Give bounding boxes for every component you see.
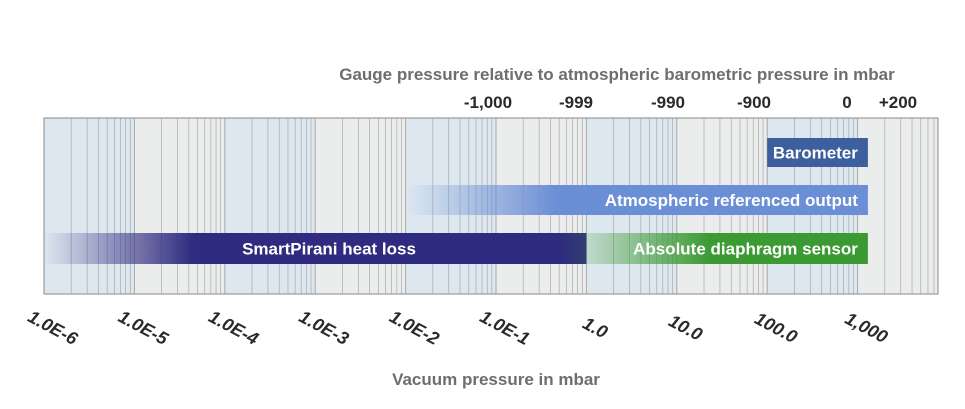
barometer-label: Barometer	[773, 144, 858, 163]
decade-band	[134, 118, 225, 294]
absolute-diaphragm-sensor-label: Absolute diaphragm sensor	[633, 240, 858, 259]
top-tick-label: -990	[651, 93, 685, 112]
plot-frame	[43, 117, 939, 295]
smartpirani-heat-loss-label: SmartPirani heat loss	[242, 240, 416, 259]
decade-band	[44, 118, 135, 294]
decade-band	[224, 118, 316, 294]
barometer-bar	[767, 138, 868, 167]
bottom-axis-ticks: 1.0E-6 1.0E-5 1.0E-4 1.0E-3 1.0E-2 1.0E-1 1.0 1…	[25, 306, 891, 349]
bottom-tick-label: 1.0E-3	[296, 306, 352, 349]
top-tick-label: 0	[842, 93, 851, 112]
bottom-tick-label: 1,000	[842, 308, 891, 347]
top-tick-label: -999	[559, 93, 593, 112]
bottom-tick-label: 1.0E-4	[206, 306, 262, 349]
atmospheric-referenced-output-bar	[405, 185, 868, 215]
bottom-tick-label: 10.0	[665, 311, 705, 345]
bottom-tick-label: 1.0E-2	[386, 306, 442, 349]
bottom-axis-title: Vacuum pressure in mbar	[392, 370, 600, 389]
decade-band	[315, 118, 406, 294]
top-tick-label: -900	[737, 93, 771, 112]
bottom-tick-label: 1.0	[579, 313, 610, 342]
bottom-tick-label: 1.0E-1	[477, 306, 533, 349]
smartpirani-heat-loss-bar	[44, 233, 587, 264]
top-axis-title: Gauge pressure relative to atmospheric b…	[339, 65, 895, 84]
top-axis-ticks: -1,000 -999 -990 -900 0 +200	[464, 93, 917, 112]
bottom-tick-label: 1.0E-5	[115, 306, 172, 349]
range-bars: Barometer Atmospheric referenced output Sm…	[44, 138, 868, 264]
top-tick-label: +200	[879, 93, 917, 112]
atmospheric-referenced-output-label: Atmospheric referenced output	[605, 191, 858, 210]
top-tick-label: -1,000	[464, 93, 512, 112]
decade-band	[857, 118, 938, 294]
bottom-tick-label: 100.0	[751, 308, 800, 347]
bottom-tick-label: 1.0E-6	[25, 306, 82, 349]
absolute-diaphragm-sensor-bar	[559, 233, 868, 264]
